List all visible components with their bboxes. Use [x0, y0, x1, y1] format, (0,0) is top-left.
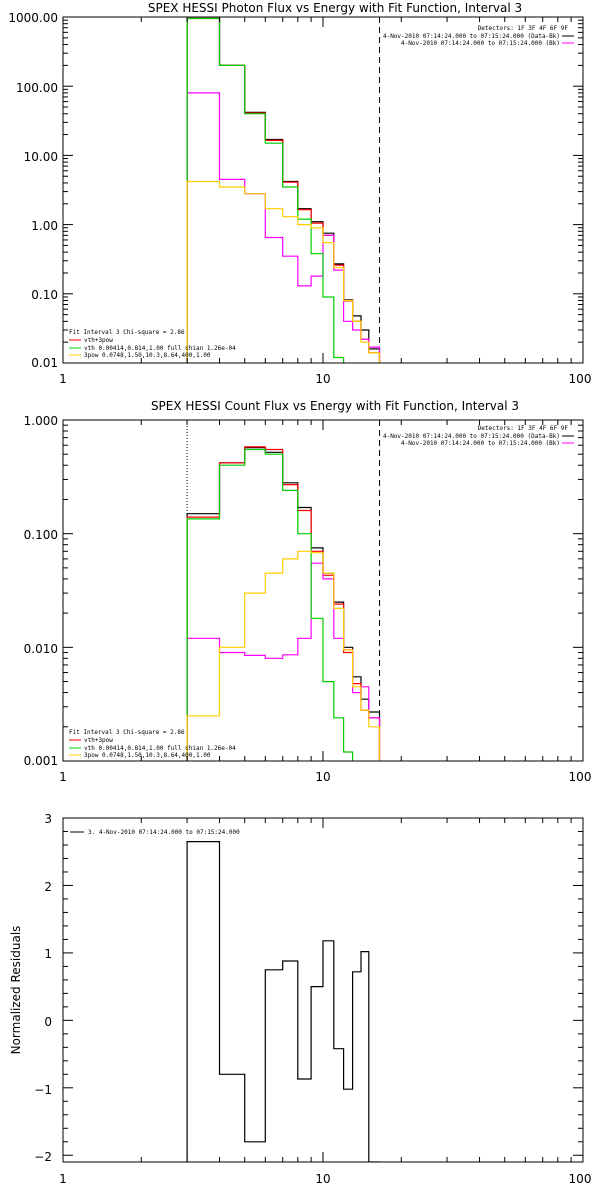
legend-data-bk: 4-Nov-2010 07:14:24.000 to 07:15:24.000 …: [383, 433, 560, 440]
chart-title: SPEX HESSI Photon Flux vs Energy with Fi…: [148, 1, 522, 15]
legend-top-right: Detectors: 1F 3F 4F 6F 9F 4-Nov-2010 07:…: [383, 25, 574, 47]
series-line-2: [186, 562, 381, 761]
series-line-0: [186, 447, 381, 761]
x-tick-label: 100: [569, 372, 592, 386]
series-line-4: [186, 550, 381, 761]
count-flux-panel: SPEX HESSI Count Flux vs Energy with Fit…: [24, 399, 592, 784]
legend-3pow: 3pow 0.0748,1.50,10.3,8.64,400,1.00: [84, 352, 211, 359]
series-line-3: [186, 17, 345, 363]
y-tick-label: 0.100: [24, 528, 58, 542]
residuals-panel: 3 2 1 0 −1 −2 1 10 100 Normalized Residu…: [9, 812, 592, 1186]
series-line-0: [186, 841, 381, 1162]
x-tick-label: 1: [59, 770, 67, 784]
series-layer: [186, 841, 381, 1162]
legend-total: vth+3pow: [84, 337, 113, 344]
ticks-layer: [62, 16, 583, 364]
y-tick-label: 2: [44, 880, 52, 894]
legend-detectors: Detectors: 1F 3F 4F 6F 9F: [478, 25, 569, 32]
y-tick-label: 1.000: [24, 414, 58, 428]
series-line-4: [186, 180, 381, 363]
x-tick-label: 10: [315, 1172, 330, 1186]
ticks-layer: [62, 817, 583, 1162]
y-tick-label: 1: [44, 947, 52, 961]
chart-title: SPEX HESSI Count Flux vs Energy with Fit…: [151, 399, 519, 413]
y-tick-label: 1000.00: [8, 11, 58, 25]
legend-3pow: 3pow 0.0748,1.50,10.3,8.64,400,1.00: [84, 752, 211, 759]
y-tick-label: 10.00: [24, 150, 58, 164]
photon-flux-panel: SPEX HESSI Photon Flux vs Energy with Fi…: [8, 1, 592, 386]
y-tick-label: 3: [44, 812, 52, 826]
y-tick-label: 0.10: [31, 288, 58, 302]
x-tick-label: 10: [315, 372, 330, 386]
series-line-3: [186, 448, 354, 761]
legend-bottom-left: Fit Interval 3 Chi-square = 2.86 vth+3po…: [69, 329, 236, 359]
legend-total: vth+3pow: [84, 737, 113, 744]
legend-fit-interval: Fit Interval 3 Chi-square = 2.86: [69, 729, 185, 736]
y-tick-label: 0.001: [24, 754, 58, 768]
series-line-1: [186, 446, 381, 761]
plot-frame: [62, 16, 584, 364]
y-tick-label: −2: [34, 1150, 52, 1164]
y-tick-label: 1.00: [31, 219, 58, 233]
ticks-layer: [62, 419, 583, 762]
x-tick-label: 100: [569, 770, 592, 784]
y-tick-label: −1: [34, 1083, 52, 1097]
legend-label: 3. 4-Nov-2010 07:14:24.000 to 07:15:24.0…: [88, 829, 240, 836]
y-axis-label: Normalized Residuals: [9, 926, 23, 1055]
legend-top-right: Detectors: 1F 3F 4F 6F 9F 4-Nov-2010 07:…: [383, 425, 574, 447]
x-tick-label: 1: [59, 1172, 67, 1186]
legend-bottom-left: Fit Interval 3 Chi-square = 2.86 vth+3po…: [69, 729, 236, 759]
x-tick-label: 10: [315, 770, 330, 784]
x-tick-label: 1: [59, 372, 67, 386]
y-tick-label: 0.01: [31, 356, 58, 370]
series-layer: [186, 420, 381, 761]
y-tick-label: 0: [44, 1015, 52, 1029]
legend-data-bk: 4-Nov-2010 07:14:24.000 to 07:15:24.000 …: [383, 33, 560, 40]
legend-detectors: Detectors: 1F 3F 4F 6F 9F: [478, 425, 569, 432]
x-tick-label: 100: [569, 1172, 592, 1186]
y-tick-label: 0.010: [24, 642, 58, 656]
y-tick-label: 100.00: [16, 81, 58, 95]
legend-vth: vth 0.00414,0.814,1.00 full chian 1.26e-…: [84, 745, 236, 752]
series-layer: [186, 17, 381, 363]
legend-fit-interval: Fit Interval 3 Chi-square = 2.86: [69, 329, 185, 336]
plot-frame: [62, 817, 584, 1163]
legend-bk: 4-Nov-2010 07:14:24.000 to 07:15:24.000 …: [401, 40, 560, 47]
plot-frame: [62, 419, 584, 762]
legend-bk: 4-Nov-2010 07:14:24.000 to 07:15:24.000 …: [401, 440, 560, 447]
legend-vth: vth 0.00414,0.814,1.00 full chian 1.26e-…: [84, 345, 236, 352]
